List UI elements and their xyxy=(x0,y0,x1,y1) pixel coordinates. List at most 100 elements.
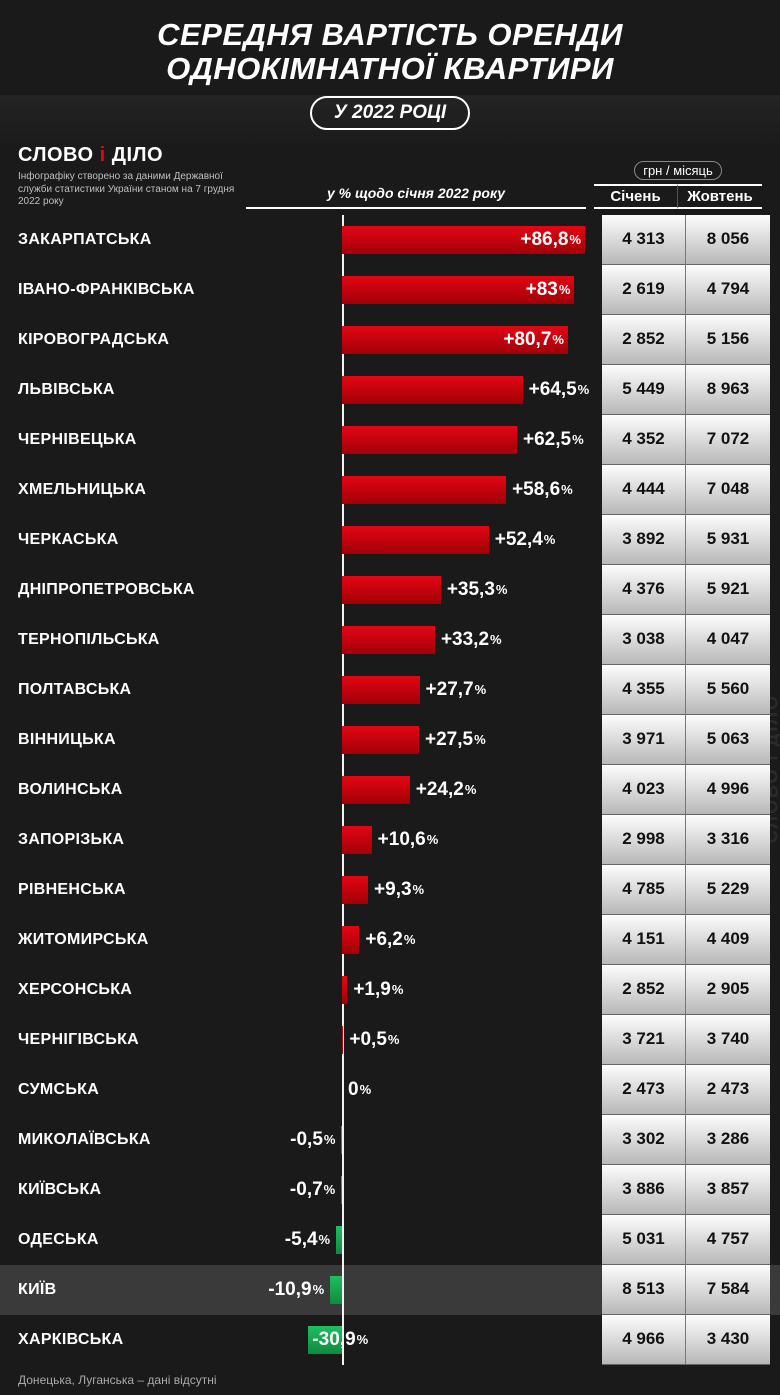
region-label: ОДЕСЬКА xyxy=(0,1215,244,1265)
title-line1: СЕРЕДНЯ ВАРТІСТЬ ОРЕНДИ xyxy=(20,18,760,52)
bar-area: -5,4% xyxy=(244,1215,594,1265)
region-label: ЧЕРКАСЬКА xyxy=(0,515,244,565)
bar-label: -30,9% xyxy=(312,1315,368,1365)
region-label: ВОЛИНСЬКА xyxy=(0,765,244,815)
price-cells: 2 8525 156 xyxy=(602,315,770,365)
price-oct: 5 560 xyxy=(686,665,770,715)
price-cells: 4 1514 409 xyxy=(602,915,770,965)
bar xyxy=(342,376,523,404)
price-cells: 3 0384 047 xyxy=(602,615,770,665)
price-cells: 3 7213 740 xyxy=(602,1015,770,1065)
price-oct: 2 473 xyxy=(686,1065,770,1115)
price-oct: 5 156 xyxy=(686,315,770,365)
bar-area: -0,7% xyxy=(244,1165,594,1215)
price-jan: 4 376 xyxy=(602,565,686,615)
brand-pre: СЛОВО xyxy=(18,144,100,166)
price-oct: 3 316 xyxy=(686,815,770,865)
price-cells: 2 8522 905 xyxy=(602,965,770,1015)
bar xyxy=(342,826,372,854)
bar-area: +52,4% xyxy=(244,515,594,565)
price-cells: 2 6194 794 xyxy=(602,265,770,315)
price-jan: 2 998 xyxy=(602,815,686,865)
price-cells: 2 4732 473 xyxy=(602,1065,770,1115)
table-row: ІВАНО-ФРАНКІВСЬКА+83%2 6194 794 xyxy=(0,265,780,315)
bar-area: +1,9% xyxy=(244,965,594,1015)
bar xyxy=(342,1026,343,1054)
table-row: ХМЕЛЬНИЦЬКА +58,6% 4 4447 048 xyxy=(0,465,780,515)
price-jan: 3 892 xyxy=(602,515,686,565)
brand-post: ДІЛО xyxy=(106,144,163,166)
bar xyxy=(342,526,489,554)
price-jan: 4 355 xyxy=(602,665,686,715)
year-badge: У 2022 РОЦІ xyxy=(310,96,470,130)
bar-label: +6,2% xyxy=(365,915,415,965)
price-oct: 4 996 xyxy=(686,765,770,815)
rows-container: ЗАКАРПАТСЬКА+86,8%4 3138 056ІВАНО-ФРАНКІ… xyxy=(0,215,780,1365)
bar xyxy=(342,776,410,804)
price-unit: грн / місяць xyxy=(634,161,722,180)
price-oct: 4 794 xyxy=(686,265,770,315)
region-label: ЗАПОРІЗЬКА xyxy=(0,815,244,865)
bar xyxy=(342,676,420,704)
price-oct: 2 905 xyxy=(686,965,770,1015)
axis-line xyxy=(342,1065,344,1115)
bar-label: +1,9% xyxy=(353,965,403,1015)
price-oct: 4 757 xyxy=(686,1215,770,1265)
price-jan: 4 966 xyxy=(602,1315,686,1365)
bar-area: +0,5% xyxy=(244,1015,594,1065)
table-row: КИЇВСЬКА-0,7%3 8863 857 xyxy=(0,1165,780,1215)
region-label: ПОЛТАВСЬКА xyxy=(0,665,244,715)
meta-row: СЛОВО і ДІЛО Інфографіку створено за дан… xyxy=(0,138,780,215)
table-row: КИЇВ-10,9%8 5137 584 xyxy=(0,1265,780,1315)
bar-label: +27,7% xyxy=(426,665,487,715)
bar-label: +33,2% xyxy=(441,615,502,665)
bar-label: +62,5% xyxy=(523,415,584,465)
table-row: ЧЕРНІВЕЦЬКА+62,5%4 3527 072 xyxy=(0,415,780,465)
bar-label: +58,6% xyxy=(512,465,573,515)
region-label: ТЕРНОПІЛЬСЬКА xyxy=(0,615,244,665)
price-jan: 2 473 xyxy=(602,1065,686,1115)
region-label: СУМСЬКА xyxy=(0,1065,244,1115)
price-oct: 8 056 xyxy=(686,215,770,265)
bar-area: +86,8% xyxy=(244,215,594,265)
price-jan: 3 886 xyxy=(602,1165,686,1215)
bar xyxy=(330,1276,342,1304)
bar-area: +10,6% xyxy=(244,815,594,865)
price-oct: 3 740 xyxy=(686,1015,770,1065)
table-row: ЛЬВІВСЬКА+64,5%5 4498 963 xyxy=(0,365,780,415)
price-jan: 4 444 xyxy=(602,465,686,515)
region-label: ЛЬВІВСЬКА xyxy=(0,365,244,415)
price-cells: 4 4447 048 xyxy=(602,465,770,515)
table-row: ВОЛИНСЬКА+24,2%4 0234 996 xyxy=(0,765,780,815)
bar-area: +58,6% xyxy=(244,465,594,515)
table-row: РІВНЕНСЬКА+9,3%4 7855 229 xyxy=(0,865,780,915)
bar-label: +80,7% xyxy=(503,315,564,365)
bar-area: +9,3% xyxy=(244,865,594,915)
price-cells: 4 3527 072 xyxy=(602,415,770,465)
bar-label: 0% xyxy=(348,1065,371,1115)
region-label: МИКОЛАЇВСЬКА xyxy=(0,1115,244,1165)
col-jan: Січень xyxy=(594,184,678,209)
price-cells: 3 3023 286 xyxy=(602,1115,770,1165)
region-label: ХМЕЛЬНИЦЬКА xyxy=(0,465,244,515)
bar-area: +35,3% xyxy=(244,565,594,615)
bar-area: -10,9% xyxy=(244,1265,594,1315)
price-cells: 5 4498 963 xyxy=(602,365,770,415)
table-row: ХЕРСОНСЬКА +1,9% 2 8522 905 xyxy=(0,965,780,1015)
price-oct: 7 048 xyxy=(686,465,770,515)
pct-header: у % щодо січня 2022 року xyxy=(246,185,586,209)
region-label: ХАРКІВСЬКА xyxy=(0,1315,244,1365)
price-cells: 8 5137 584 xyxy=(602,1265,770,1315)
bar-label: -0,7% xyxy=(290,1165,335,1215)
bar xyxy=(341,1176,342,1204)
bar-area: -0,5% xyxy=(244,1115,594,1165)
bar-area: +62,5% xyxy=(244,415,594,465)
region-label: ХЕРСОНСЬКА xyxy=(0,965,244,1015)
bar xyxy=(342,626,435,654)
region-label: КИЇВ xyxy=(0,1265,244,1315)
bar-label: +9,3% xyxy=(374,865,424,915)
bar-label: +27,5% xyxy=(425,715,486,765)
header: СЕРЕДНЯ ВАРТІСТЬ ОРЕНДИ ОДНОКІМНАТНОЇ КВ… xyxy=(0,0,780,138)
price-cells: 5 0314 757 xyxy=(602,1215,770,1265)
bar-area: +27,7% xyxy=(244,665,594,715)
